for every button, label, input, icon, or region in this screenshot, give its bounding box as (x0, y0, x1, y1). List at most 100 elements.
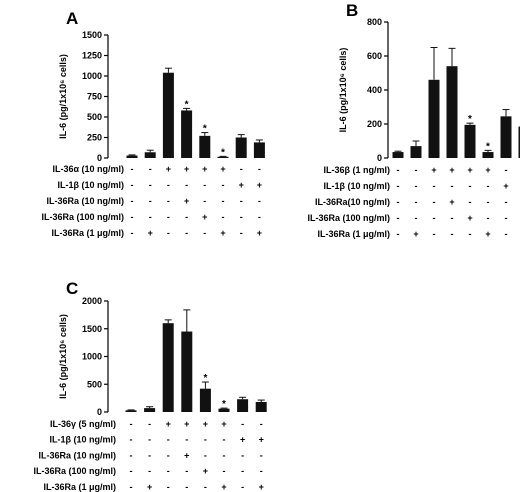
treatment-minus: - (148, 419, 151, 429)
treatment-minus: - (469, 229, 472, 239)
treatment-plus: + (202, 164, 207, 174)
treatment-label: IL-36Ra (10 ng/ml) (46, 196, 124, 206)
treatment-minus: - (148, 435, 151, 445)
bar (162, 72, 174, 158)
treatment-minus: - (167, 466, 170, 476)
treatment-minus: - (240, 228, 243, 238)
treatment-minus: - (130, 482, 133, 492)
treatment-plus: + (431, 165, 436, 175)
treatment-minus: - (260, 450, 263, 460)
treatment-minus: - (167, 435, 170, 445)
treatment-minus: - (185, 212, 188, 222)
treatment-minus: - (241, 466, 244, 476)
y-tick-label: 500 (87, 112, 102, 122)
treatment-plus: + (184, 164, 189, 174)
bar (237, 399, 249, 412)
treatment-plus: + (203, 419, 208, 429)
treatment-minus: - (148, 450, 151, 460)
bar (162, 323, 174, 412)
treatment-plus: + (240, 435, 245, 445)
treatment-minus: - (433, 181, 436, 191)
treatment-label: IL-1β (10 ng/ml) (324, 181, 391, 191)
treatment-minus: - (260, 419, 263, 429)
treatment-minus: - (130, 419, 133, 429)
treatment-minus: - (397, 229, 400, 239)
y-tick-label: 0 (97, 153, 102, 163)
bar (218, 408, 230, 412)
treatment-minus: - (258, 196, 261, 206)
treatment-minus: - (433, 213, 436, 223)
y-tick-label: 1000 (82, 352, 102, 362)
treatment-plus: + (503, 181, 508, 191)
treatment-plus: + (166, 164, 171, 174)
treatment-minus: - (185, 228, 188, 238)
treatment-plus: + (203, 466, 208, 476)
treatment-plus: + (184, 196, 189, 206)
treatment-minus: - (397, 213, 400, 223)
treatment-plus: + (221, 482, 226, 492)
treatment-minus: - (505, 165, 508, 175)
treatment-label: IL-36Ra (100 ng/ml) (307, 213, 390, 223)
significance-star: * (468, 114, 472, 125)
bar (255, 402, 267, 412)
treatment-label: IL-36Ra (100 ng/ml) (41, 212, 124, 222)
treatment-minus: - (415, 197, 418, 207)
treatment-minus: - (397, 165, 400, 175)
significance-star: * (203, 124, 207, 135)
treatment-minus: - (131, 196, 134, 206)
bar (235, 137, 247, 158)
treatment-minus: - (131, 180, 134, 190)
treatment-minus: - (149, 164, 152, 174)
treatment-label: IL-1β (10 ng/ml) (58, 180, 125, 190)
treatment-minus: - (203, 196, 206, 206)
panel-label: B (346, 1, 358, 20)
treatment-minus: - (149, 212, 152, 222)
treatment-minus: - (130, 466, 133, 476)
treatment-minus: - (258, 212, 261, 222)
treatment-minus: - (149, 180, 152, 190)
y-tick-label: 600 (367, 51, 382, 61)
treatment-label: IL-36Ra (1 μg/ml) (51, 228, 124, 238)
treatment-minus: - (397, 181, 400, 191)
treatment-minus: - (240, 212, 243, 222)
y-tick-label: 200 (367, 119, 382, 129)
panel-a: A 0 250 500 750 1000 1250 1500 IL-6 (pg/1x10⁶ ce… (41, 9, 265, 238)
bar (126, 155, 138, 158)
y-tick-label: 500 (87, 379, 102, 389)
treatment-minus: - (487, 181, 490, 191)
bar (181, 110, 193, 158)
bar (125, 410, 137, 412)
treatment-minus: - (222, 180, 225, 190)
bar (199, 135, 211, 158)
significance-star: * (486, 141, 490, 152)
bar (518, 126, 520, 158)
bar (253, 142, 265, 158)
bar (482, 152, 494, 158)
treatment-plus: + (413, 229, 418, 239)
y-tick-label: 750 (87, 92, 102, 102)
treatment-label: IL-36γ (5 ng/ml) (50, 419, 116, 429)
treatment-minus: - (223, 435, 226, 445)
treatment-minus: - (204, 450, 207, 460)
panel-b: B 0 200 400 600 800 IL-6 (pg/1x10⁶ cells) * * IL-… (307, 1, 520, 239)
treatment-label: IL-36α (10 ng/ml) (52, 164, 124, 174)
y-axis-label: IL-6 (pg/1x10⁶ cells) (58, 54, 68, 139)
treatment-minus: - (451, 213, 454, 223)
treatment-minus: - (260, 466, 263, 476)
treatment-label: IL-36Ra (1 μg/ml) (43, 482, 116, 492)
treatment-minus: - (130, 435, 133, 445)
bar (199, 388, 211, 412)
significance-star: * (203, 373, 207, 384)
treatment-minus: - (397, 197, 400, 207)
treatment-minus: - (240, 196, 243, 206)
treatment-minus: - (148, 466, 151, 476)
treatment-minus: - (167, 482, 170, 492)
treatment-label: IL-36Ra (1 μg/ml) (317, 229, 390, 239)
treatment-plus: + (259, 435, 264, 445)
treatment-minus: - (505, 213, 508, 223)
treatment-minus: - (204, 482, 207, 492)
bar (217, 156, 229, 158)
treatment-minus: - (241, 482, 244, 492)
treatment-plus: + (166, 419, 171, 429)
y-tick-label: 1500 (82, 324, 102, 334)
